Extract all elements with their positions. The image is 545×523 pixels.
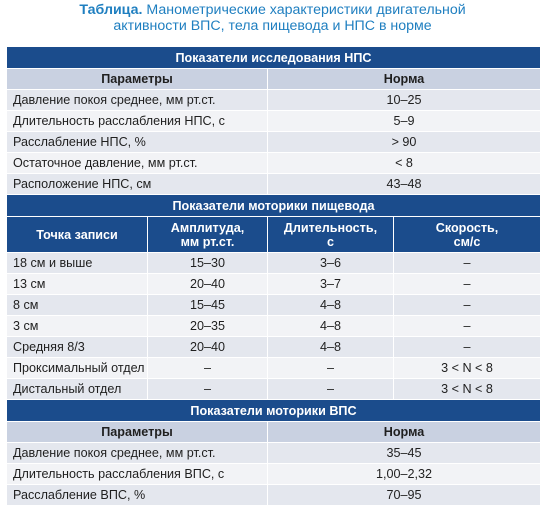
- table-row: Длительность расслабления ВПС, с 1,00–2,…: [6, 463, 542, 485]
- section-title: Показатели исследования НПС: [5, 46, 542, 69]
- duration-value: –: [267, 378, 394, 400]
- param-name: Остаточное давление, мм рт.ст.: [6, 152, 268, 174]
- duration-value: 3–7: [267, 273, 394, 295]
- table-row: 3 см 20–35 4–8 –: [6, 315, 542, 337]
- column-header-speed-line2: см/с: [453, 234, 481, 249]
- table-row: Проксимальный отдел – – 3 < N < 8: [6, 357, 542, 379]
- section-header-vps: Показатели моторики ВПС: [5, 399, 542, 422]
- column-header-row: Точка записи Амплитуда, мм рт.ст. Длител…: [6, 216, 542, 253]
- manometry-table: Показатели исследования НПС Параметры Но…: [5, 46, 542, 506]
- point-name: Проксимальный отдел: [6, 357, 148, 379]
- duration-value: 4–8: [267, 336, 394, 358]
- column-header-duration: Длительность, с: [267, 216, 394, 253]
- table-row: 8 см 15–45 4–8 –: [6, 294, 542, 316]
- amplitude-value: 20–40: [147, 336, 268, 358]
- param-name: Длительность расслабления НПС, с: [6, 110, 268, 132]
- table-row: Расслабление НПС, % > 90: [6, 131, 542, 153]
- param-name: Давление покоя среднее, мм рт.ст.: [6, 89, 268, 111]
- column-header-point: Точка записи: [6, 216, 148, 253]
- column-header-amplitude-line2: мм рт.ст.: [180, 234, 235, 249]
- caption-text-2: активности ВПС, тела пищевода и НПС в но…: [113, 17, 432, 34]
- point-name: 8 см: [6, 294, 148, 316]
- table-caption: Таблица. Манометрические характеристики …: [0, 0, 545, 44]
- column-header-speed-line1: Скорость,: [435, 220, 499, 235]
- caption-label: Таблица.: [79, 2, 143, 18]
- table-row: Дистальный отдел – – 3 < N < 8: [6, 378, 542, 400]
- param-name: Давление покоя среднее, мм рт.ст.: [6, 442, 268, 464]
- point-name: 13 см: [6, 273, 148, 295]
- point-name: Дистальный отдел: [6, 378, 148, 400]
- amplitude-value: –: [147, 357, 268, 379]
- duration-value: 4–8: [267, 294, 394, 316]
- speed-value: –: [392, 252, 542, 274]
- amplitude-value: 15–30: [147, 252, 268, 274]
- point-name: 18 см и выше: [6, 252, 148, 274]
- caption-text-1: Манометрические характеристики двигатель…: [146, 2, 466, 18]
- param-name: Расслабление ВПС, %: [6, 484, 268, 506]
- speed-value: 3 < N < 8: [392, 357, 542, 379]
- duration-value: 4–8: [267, 315, 394, 337]
- column-header-speed: Скорость, см/с: [392, 216, 542, 253]
- speed-value: –: [392, 273, 542, 295]
- amplitude-value: –: [147, 378, 268, 400]
- column-header-params: Параметры: [6, 421, 268, 443]
- param-norm: > 90: [266, 131, 542, 153]
- amplitude-value: 20–40: [147, 273, 268, 295]
- table-row: Средняя 8/3 20–40 4–8 –: [6, 336, 542, 358]
- duration-value: 3–6: [267, 252, 394, 274]
- column-header-amplitude-line1: Амплитуда,: [170, 220, 245, 235]
- param-norm: 10–25: [266, 89, 542, 111]
- param-norm: < 8: [266, 152, 542, 174]
- table-row: Длительность расслабления НПС, с 5–9: [6, 110, 542, 132]
- table-row: Давление покоя среднее, мм рт.ст. 35–45: [6, 442, 542, 464]
- param-name: Расслабление НПС, %: [6, 131, 268, 153]
- section-header-motility: Показатели моторики пищевода: [5, 194, 542, 217]
- point-name: 3 см: [6, 315, 148, 337]
- param-norm: 43–48: [266, 173, 542, 195]
- caption-line-1: Таблица. Манометрические характеристики …: [0, 2, 545, 19]
- table-row: Расслабление ВПС, % 70–95: [6, 484, 542, 506]
- column-header-norm: Норма: [266, 68, 542, 90]
- param-name: Расположение НПС, см: [6, 173, 268, 195]
- table-row: Давление покоя среднее, мм рт.ст. 10–25: [6, 89, 542, 111]
- speed-value: 3 < N < 8: [392, 378, 542, 400]
- section-title: Показатели моторики ВПС: [5, 399, 542, 422]
- column-header-row: Параметры Норма: [6, 421, 542, 443]
- table-row: Расположение НПС, см 43–48: [6, 173, 542, 195]
- column-header-duration-line1: Длительность,: [283, 220, 378, 235]
- speed-value: –: [392, 315, 542, 337]
- duration-value: –: [267, 357, 394, 379]
- section-title: Показатели моторики пищевода: [5, 194, 542, 217]
- table-row: 13 см 20–40 3–7 –: [6, 273, 542, 295]
- column-header-norm: Норма: [266, 421, 542, 443]
- param-norm: 70–95: [266, 484, 542, 506]
- param-norm: 35–45: [266, 442, 542, 464]
- param-name: Длительность расслабления ВПС, с: [6, 463, 268, 485]
- amplitude-value: 20–35: [147, 315, 268, 337]
- section-header-npc: Показатели исследования НПС: [5, 46, 542, 69]
- amplitude-value: 15–45: [147, 294, 268, 316]
- param-norm: 5–9: [266, 110, 542, 132]
- speed-value: –: [392, 294, 542, 316]
- column-header-row: Параметры Норма: [6, 68, 542, 90]
- param-norm: 1,00–2,32: [266, 463, 542, 485]
- point-name: Средняя 8/3: [6, 336, 148, 358]
- column-header-params: Параметры: [6, 68, 268, 90]
- speed-value: –: [392, 336, 542, 358]
- column-header-amplitude: Амплитуда, мм рт.ст.: [147, 216, 268, 253]
- table-row: Остаточное давление, мм рт.ст. < 8: [6, 152, 542, 174]
- column-header-duration-line2: с: [326, 234, 334, 249]
- table-row: 18 см и выше 15–30 3–6 –: [6, 252, 542, 274]
